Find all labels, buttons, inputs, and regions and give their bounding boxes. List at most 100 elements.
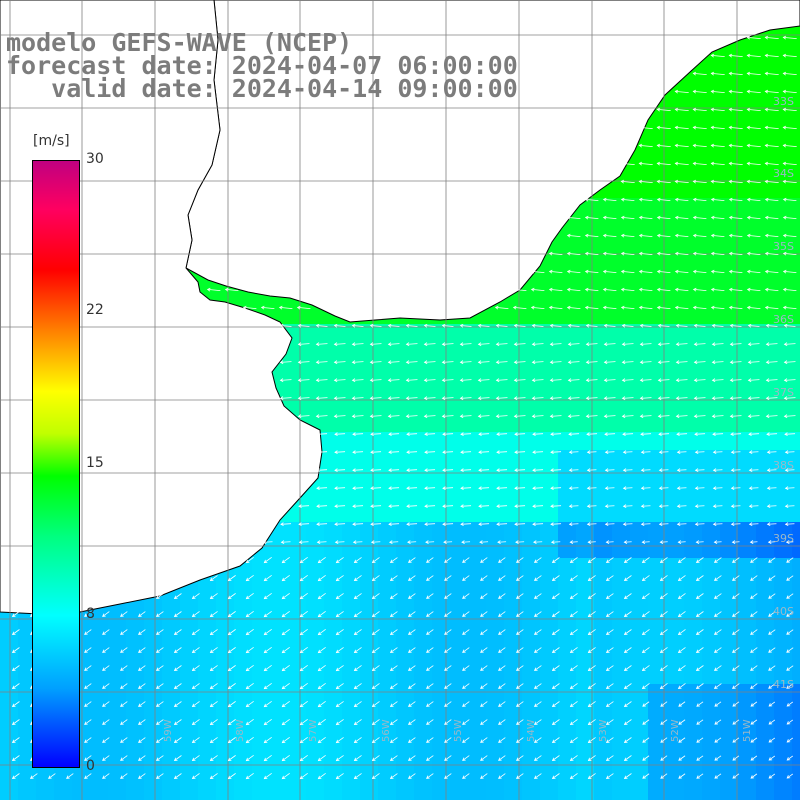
wind-speed-cell xyxy=(720,198,738,216)
wind-speed-cell xyxy=(666,126,684,144)
wind-speed-cell xyxy=(792,216,800,234)
wind-speed-cell xyxy=(504,522,522,540)
wind-speed-cell xyxy=(666,198,684,216)
wind-speed-cell xyxy=(774,360,792,378)
wind-speed-cell xyxy=(684,90,702,108)
wind-speed-cell xyxy=(738,378,756,396)
wind-speed-cell xyxy=(486,342,504,360)
wind-speed-cell xyxy=(648,306,666,324)
wind-speed-cell xyxy=(450,432,468,450)
wind-speed-cell xyxy=(522,288,540,306)
wind-speed-cell xyxy=(792,738,800,756)
wind-speed-cell xyxy=(738,180,756,198)
wind-speed-cell xyxy=(792,396,800,414)
wind-speed-cell xyxy=(558,252,576,270)
wind-speed-cell xyxy=(378,396,396,414)
wind-speed-cell xyxy=(558,450,576,468)
wind-speed-cell xyxy=(612,234,630,252)
wind-speed-cell xyxy=(576,486,594,504)
wind-speed-cell xyxy=(486,468,504,486)
colorbar xyxy=(32,160,80,768)
wind-speed-cell xyxy=(378,468,396,486)
wind-speed-cell xyxy=(720,216,738,234)
wind-speed-cell xyxy=(576,792,594,800)
wind-speed-cell xyxy=(792,450,800,468)
wind-speed-cell xyxy=(738,396,756,414)
wind-speed-cell xyxy=(576,234,594,252)
wind-speed-cell xyxy=(702,432,720,450)
wind-speed-cell xyxy=(702,90,720,108)
wind-speed-cell xyxy=(378,504,396,522)
wind-speed-cell xyxy=(774,162,792,180)
wind-speed-cell xyxy=(594,216,612,234)
wind-speed-cell xyxy=(504,486,522,504)
wind-speed-cell xyxy=(414,396,432,414)
wind-speed-cell xyxy=(684,126,702,144)
wind-speed-cell xyxy=(738,216,756,234)
wind-speed-cell xyxy=(306,306,324,324)
lon-label-52w: 52W xyxy=(670,719,681,742)
wind-speed-cell xyxy=(648,252,666,270)
wind-speed-cell xyxy=(486,486,504,504)
wind-speed-cell xyxy=(396,450,414,468)
wind-speed-cell xyxy=(72,792,90,800)
colorbar-unit: [m/s] xyxy=(33,133,70,149)
wind-speed-cell xyxy=(738,522,756,540)
wind-speed-cell xyxy=(558,288,576,306)
wind-speed-cell xyxy=(450,486,468,504)
wind-speed-cell xyxy=(504,378,522,396)
wind-speed-cell xyxy=(738,72,756,90)
wind-speed-cell xyxy=(558,234,576,252)
wind-speed-cell xyxy=(612,360,630,378)
lat-label-37s: 37S xyxy=(773,386,794,399)
wind-speed-cell xyxy=(738,288,756,306)
wind-speed-cell xyxy=(792,342,800,360)
lon-label-54w: 54W xyxy=(526,719,537,742)
wind-speed-cell xyxy=(558,792,576,800)
wind-speed-cell xyxy=(738,126,756,144)
wind-speed-cell xyxy=(414,414,432,432)
wind-speed-cell xyxy=(522,342,540,360)
wind-speed-cell xyxy=(360,432,378,450)
wind-speed-cell xyxy=(774,306,792,324)
wind-speed-cell xyxy=(702,414,720,432)
wind-speed-cell xyxy=(666,252,684,270)
wind-speed-cell xyxy=(612,540,630,558)
wind-speed-cell xyxy=(540,504,558,522)
wind-speed-cell xyxy=(648,126,666,144)
wind-speed-cell xyxy=(504,414,522,432)
wind-speed-cell xyxy=(576,378,594,396)
wind-speed-cell xyxy=(288,504,306,522)
wind-speed-cell xyxy=(630,342,648,360)
wind-speed-cell xyxy=(720,234,738,252)
wind-speed-cell xyxy=(720,396,738,414)
wind-speed-cell xyxy=(396,792,414,800)
wind-speed-cell xyxy=(432,360,450,378)
wind-speed-cell xyxy=(342,522,360,540)
wind-speed-cell xyxy=(792,360,800,378)
wind-speed-cell xyxy=(612,468,630,486)
lon-label-57w: 57W xyxy=(308,719,319,742)
wind-speed-cell xyxy=(486,396,504,414)
wind-speed-cell xyxy=(792,234,800,252)
wind-speed-cell xyxy=(648,504,666,522)
wind-speed-cell xyxy=(612,378,630,396)
wind-speed-cell xyxy=(792,72,800,90)
wind-speed-cell xyxy=(504,450,522,468)
wind-speed-cell xyxy=(558,360,576,378)
wind-speed-cell xyxy=(396,324,414,342)
wind-speed-cell xyxy=(684,378,702,396)
wind-speed-cell xyxy=(198,792,216,800)
wind-speed-cell xyxy=(630,396,648,414)
wind-speed-cell xyxy=(792,612,800,630)
wind-speed-cell xyxy=(306,396,324,414)
wind-speed-cell xyxy=(720,432,738,450)
wind-speed-cell xyxy=(396,414,414,432)
wind-speed-cell xyxy=(486,540,504,558)
wind-speed-cell xyxy=(738,792,756,800)
wind-speed-cell xyxy=(684,432,702,450)
lon-label-58w: 58W xyxy=(235,719,246,742)
wind-speed-cell xyxy=(720,414,738,432)
colorbar-tick-8: 8 xyxy=(86,606,95,622)
wind-speed-cell xyxy=(594,306,612,324)
